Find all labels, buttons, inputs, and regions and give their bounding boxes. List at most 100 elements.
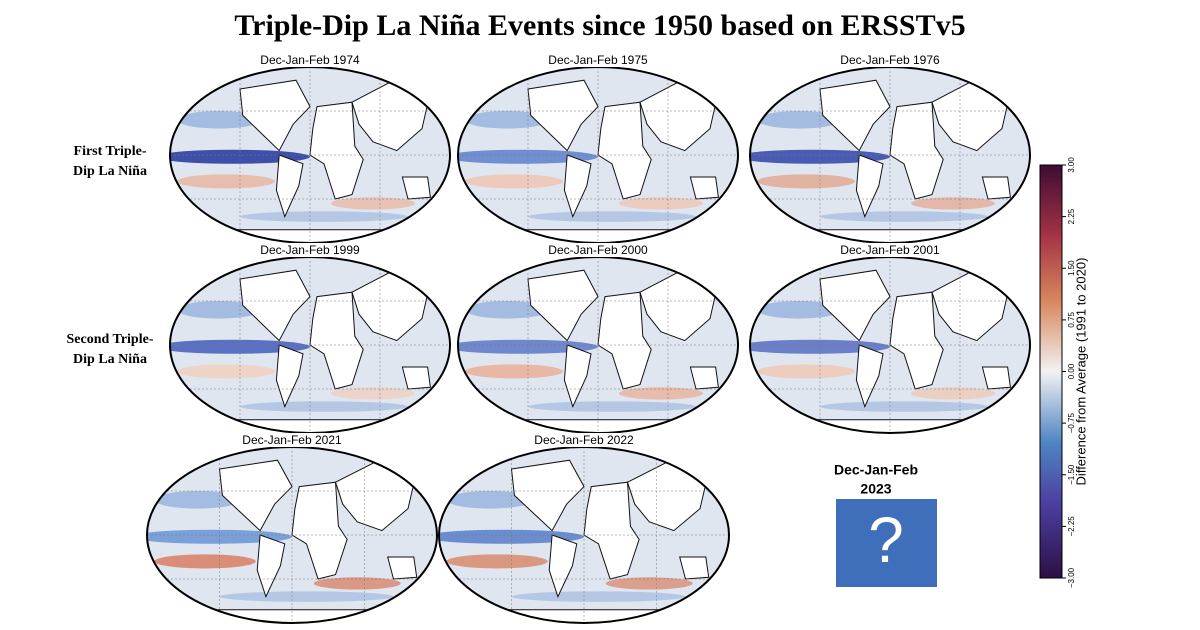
continent	[239, 79, 311, 152]
map-panel: Dec-Jan-Feb 1999	[169, 243, 451, 434]
continent	[819, 269, 891, 342]
cool-anomaly	[219, 591, 394, 602]
row-label: First Triple-	[74, 144, 147, 159]
continent	[275, 154, 304, 218]
continent	[981, 176, 1011, 200]
warm-anomaly	[331, 387, 415, 400]
map-panel: Dec-Jan-Feb 2000	[457, 243, 739, 434]
panel-title-bg	[536, 53, 660, 67]
continent	[401, 366, 431, 390]
cool-anomaly	[750, 339, 890, 354]
map-panel: Dec-Jan-Feb 1975	[457, 53, 739, 244]
warm-anomaly	[757, 174, 855, 189]
cool-anomaly	[750, 149, 890, 164]
continent	[548, 534, 578, 598]
warm-anomaly	[605, 577, 693, 590]
continent	[527, 269, 599, 342]
continent	[855, 344, 884, 408]
continent	[689, 366, 719, 390]
row-label: Dip La Niña	[73, 164, 147, 179]
warm-anomaly	[177, 174, 275, 189]
continent	[889, 101, 944, 200]
continent	[583, 481, 640, 580]
panel-title: Dec-Jan-Feb 2021	[242, 433, 342, 447]
warm-anomaly	[465, 174, 563, 189]
panel-title-bg	[536, 243, 660, 257]
colorbar-tick-label: −3.00	[1067, 567, 1076, 588]
map-content	[147, 447, 437, 623]
warm-anomaly	[177, 364, 275, 379]
warm-anomaly	[911, 197, 995, 210]
cool-anomaly	[820, 401, 988, 412]
map-panel: Dec-Jan-Feb 1974	[169, 53, 451, 244]
panel-title: Dec-Jan-Feb 1999	[260, 243, 360, 257]
panel-title: Dec-Jan-Feb 2000	[548, 243, 648, 257]
placeholder-title: Dec-Jan-Feb	[834, 462, 918, 478]
panel-title-bg	[828, 53, 952, 67]
map-panel: Dec-Jan-Feb 1976	[749, 53, 1031, 244]
map-content	[439, 447, 729, 623]
cool-anomaly	[511, 591, 686, 602]
cool-anomaly	[458, 339, 598, 354]
warm-anomaly	[331, 197, 415, 210]
colorbar-tick-label: 2.25	[1067, 208, 1076, 224]
cool-anomaly	[240, 211, 408, 222]
map-content	[458, 67, 738, 243]
continent	[387, 556, 418, 580]
continent	[510, 459, 585, 532]
warm-anomaly	[619, 197, 703, 210]
panel-title-bg	[230, 433, 354, 447]
panel-title: Dec-Jan-Feb 1976	[840, 53, 940, 67]
cool-anomaly	[170, 149, 310, 164]
continent	[291, 481, 348, 580]
continent	[981, 366, 1011, 390]
cool-anomaly	[820, 211, 988, 222]
continent	[275, 344, 304, 408]
cool-anomaly	[240, 401, 408, 412]
colorbar-tick-label: 0.75	[1067, 312, 1076, 328]
panel-title-bg	[522, 433, 646, 447]
panel-title-bg	[828, 243, 952, 257]
colorbar-tick-label: −1.50	[1067, 464, 1076, 485]
continent	[689, 176, 719, 200]
continent	[597, 291, 652, 390]
map-content	[458, 257, 738, 433]
panel-title: Dec-Jan-Feb 1974	[260, 53, 360, 67]
colorbar-tick-label: −2.25	[1067, 516, 1076, 537]
continent	[239, 269, 311, 342]
cool-anomaly	[439, 529, 584, 544]
panel-title-bg	[248, 243, 372, 257]
placeholder-title: 2023	[860, 481, 891, 497]
placeholder-symbol: ?	[868, 504, 904, 576]
map-panel: Dec-Jan-Feb 2021	[146, 433, 438, 624]
colorbar-tick-label: 0.00	[1067, 363, 1076, 379]
row-label: Dip La Niña	[73, 352, 147, 367]
panel-title-bg	[248, 53, 372, 67]
cool-anomaly	[458, 149, 598, 164]
continent	[563, 154, 592, 218]
continent	[597, 101, 652, 200]
cool-anomaly	[528, 401, 696, 412]
warm-anomaly	[911, 387, 995, 400]
row-label: Second Triple-	[67, 332, 154, 347]
continent	[256, 534, 286, 598]
map-panel: Dec-Jan-Feb 2001	[749, 243, 1031, 434]
colorbar-label: Difference from Average (1991 to 2020)	[1073, 258, 1088, 486]
continent	[309, 101, 364, 200]
figure-title: Triple-Dip La Niña Events since 1950 bas…	[234, 9, 965, 42]
cool-anomaly	[528, 211, 696, 222]
warm-anomaly	[446, 554, 548, 569]
placeholder: Dec-Jan-Feb 2023 ?	[834, 462, 937, 587]
colorbar-tick-label: 1.50	[1067, 260, 1076, 276]
warm-anomaly	[757, 364, 855, 379]
continent	[819, 79, 891, 152]
map-panel: Dec-Jan-Feb 2022	[438, 433, 730, 624]
map-content	[750, 257, 1030, 433]
colorbar	[1039, 164, 1063, 579]
map-content	[170, 67, 450, 243]
placeholder-box	[836, 499, 937, 587]
warm-anomaly	[313, 577, 401, 590]
cool-anomaly	[170, 339, 310, 354]
colorbar-tick-label: −0.75	[1067, 412, 1076, 433]
